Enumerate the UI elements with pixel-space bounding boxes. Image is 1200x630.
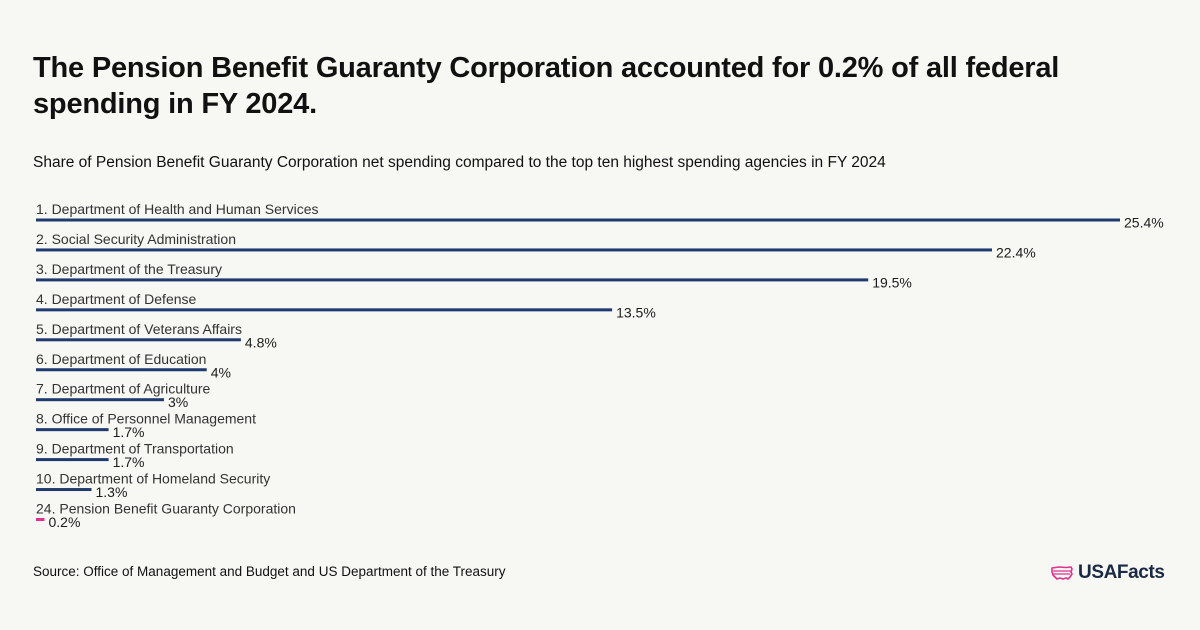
bar xyxy=(36,338,241,342)
us-map-icon xyxy=(1050,564,1074,582)
value-label: 3% xyxy=(168,394,188,410)
highlight-bar xyxy=(36,518,45,521)
bar-chart: 1. Department of Health and Human Servic… xyxy=(36,201,1164,530)
bar-row: 6. Department of Education 4% xyxy=(36,351,231,380)
value-label: 22.4% xyxy=(996,244,1036,260)
chart-subtitle: Share of Pension Benefit Guaranty Corpor… xyxy=(33,154,886,171)
value-label: 4.8% xyxy=(245,334,277,350)
bar xyxy=(36,218,1120,222)
bar xyxy=(36,278,869,282)
bar-row: 2. Social Security Administration 22.4% xyxy=(36,231,1036,260)
chart-title: The Pension Benefit Guaranty Corporation… xyxy=(33,52,1060,120)
source-note: Source: Office of Management and Budget … xyxy=(33,564,506,579)
value-label: 4% xyxy=(211,364,231,380)
category-label: 3. Department of the Treasury xyxy=(36,261,222,277)
category-label: 1. Department of Health and Human Servic… xyxy=(36,201,318,217)
value-label: 19.5% xyxy=(872,274,912,290)
logo-wordmark: USAFacts xyxy=(1078,562,1165,583)
bar xyxy=(36,308,613,312)
value-label: 1.3% xyxy=(96,484,128,500)
category-label: 10. Department of Homeland Security xyxy=(36,471,270,487)
value-label: 1.7% xyxy=(113,454,145,470)
value-label: 13.5% xyxy=(616,304,656,320)
category-label: 24. Pension Benefit Guaranty Corporation xyxy=(36,501,296,517)
bar xyxy=(36,488,92,492)
bar-row: 1. Department of Health and Human Servic… xyxy=(36,201,1164,231)
bar xyxy=(36,458,109,462)
bar xyxy=(36,398,164,402)
category-label: 2. Social Security Administration xyxy=(36,231,236,247)
bar xyxy=(36,428,109,432)
category-label: 5. Department of Veterans Affairs xyxy=(36,321,242,337)
value-label: 0.2% xyxy=(49,514,81,530)
category-label: 7. Department of Agriculture xyxy=(36,381,211,397)
bar-row: 4. Department of Defense 13.5% xyxy=(36,291,656,320)
value-label: 1.7% xyxy=(113,424,145,440)
category-label: 4. Department of Defense xyxy=(36,291,197,307)
category-label: 9. Department of Transportation xyxy=(36,441,234,457)
value-label: 25.4% xyxy=(1124,215,1164,231)
category-label: 6. Department of Education xyxy=(36,351,206,367)
bar xyxy=(36,248,992,252)
bar-row: 3. Department of the Treasury 19.5% xyxy=(36,261,912,290)
category-label: 8. Office of Personnel Management xyxy=(36,411,256,427)
bar xyxy=(36,368,207,372)
usafacts-logo: USAFacts xyxy=(1050,560,1165,586)
bar-row: 24. Pension Benefit Guaranty Corporation… xyxy=(36,501,296,530)
